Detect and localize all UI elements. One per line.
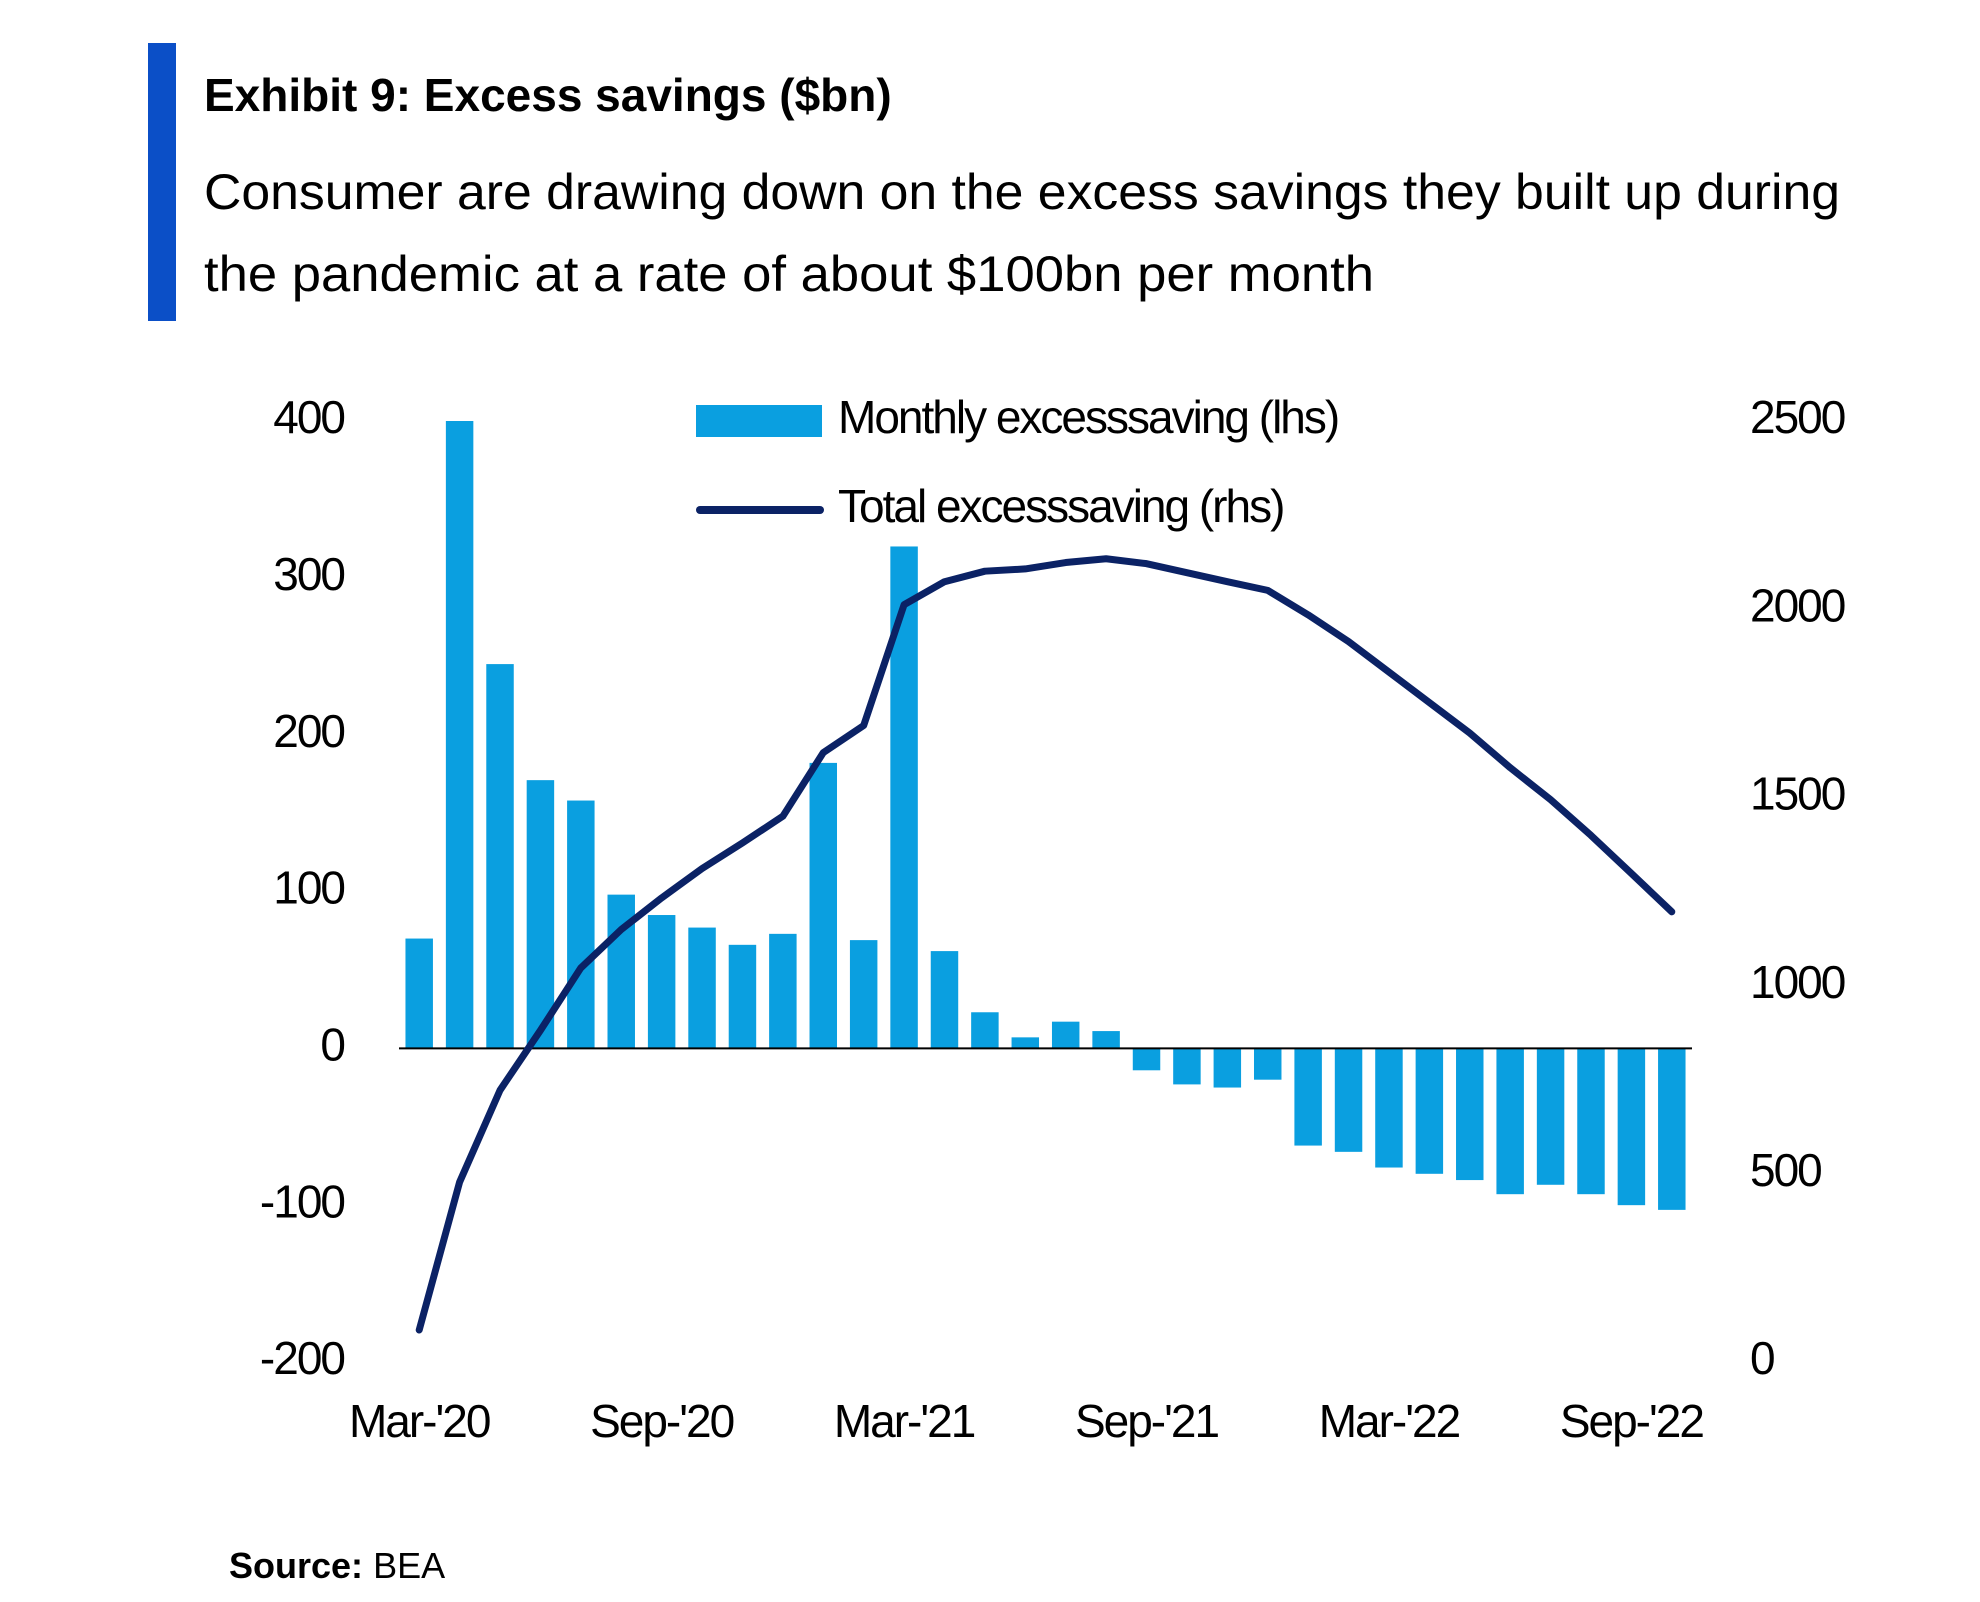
legend-swatch <box>696 405 822 437</box>
bar <box>1132 1048 1161 1071</box>
bar <box>1658 1048 1686 1210</box>
y2-tick-label: 500 <box>1750 1144 1821 1196</box>
bar <box>1051 1021 1080 1049</box>
line <box>415 555 1676 1334</box>
y-tick-label: -200 <box>260 1332 344 1384</box>
bar <box>647 915 676 1049</box>
bar <box>1536 1048 1565 1185</box>
y-tick-label: 0 <box>320 1018 344 1070</box>
bar <box>849 940 878 1049</box>
bar <box>890 546 918 1049</box>
legend-label: Total excesssaving (rhs) <box>838 480 1283 532</box>
bar <box>728 944 757 1049</box>
bar <box>567 800 595 1049</box>
bar <box>1294 1048 1322 1146</box>
x-tick-label: Sep-'22 <box>1560 1395 1704 1447</box>
bar <box>1617 1048 1646 1206</box>
x-tick-label: Sep-'21 <box>1075 1395 1219 1447</box>
bar <box>769 933 797 1049</box>
x-tick-label: Mar-'22 <box>1319 1395 1460 1447</box>
y2-tick-label: 2500 <box>1750 391 1845 443</box>
bar <box>1415 1048 1444 1174</box>
bar <box>1213 1048 1242 1088</box>
y2-tick-label: 1500 <box>1750 768 1845 820</box>
chart-subtitle: Consumer are drawing down on the excess … <box>204 164 1840 220</box>
source: Source: BEA <box>229 1545 445 1586</box>
accent-bar <box>148 43 176 321</box>
bar <box>1334 1048 1363 1152</box>
bar <box>1173 1048 1201 1085</box>
bar <box>1456 1048 1484 1181</box>
bar <box>688 927 716 1049</box>
bar <box>445 421 474 1049</box>
y-tick-label: 200 <box>273 705 344 757</box>
legend-label: Monthly excesssaving (lhs) <box>838 391 1338 443</box>
bar <box>486 664 514 1049</box>
chart-title: Exhibit 9: Excess savings ($bn) <box>204 69 892 121</box>
bar <box>971 1012 999 1049</box>
source-text: BEA <box>373 1545 445 1586</box>
chart-subtitle: the pandemic at a rate of about $100bn p… <box>204 246 1374 302</box>
x-tick-label: Sep-'20 <box>590 1395 734 1447</box>
bar <box>930 951 959 1049</box>
y-tick-label: -100 <box>260 1175 344 1227</box>
bar <box>526 780 555 1049</box>
y-tick-label: 100 <box>273 862 344 914</box>
bar <box>1496 1048 1524 1195</box>
y-tick-label: 400 <box>273 391 344 443</box>
bar <box>809 762 838 1049</box>
bar <box>1011 1037 1040 1049</box>
bar <box>1375 1048 1403 1168</box>
y2-tick-label: 1000 <box>1750 956 1845 1008</box>
x-tick-label: Mar-'21 <box>834 1395 975 1447</box>
bar <box>1092 1031 1120 1049</box>
bar <box>1253 1048 1282 1080</box>
y2-tick-label: 0 <box>1750 1332 1774 1384</box>
y2-tick-label: 2000 <box>1750 579 1845 631</box>
y-tick-label: 300 <box>273 548 344 600</box>
bar <box>1577 1048 1605 1195</box>
x-tick-label: Mar-'20 <box>349 1395 490 1447</box>
source-label: Source: <box>229 1545 363 1586</box>
bar <box>405 938 433 1049</box>
